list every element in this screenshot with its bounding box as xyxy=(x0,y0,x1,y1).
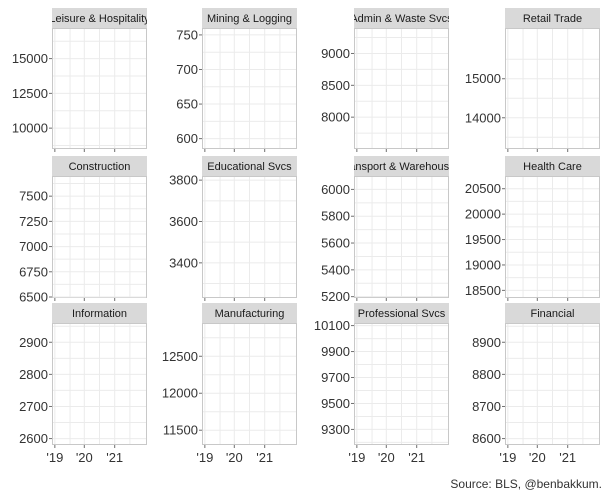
y-tick-label: 6500 xyxy=(19,289,48,304)
y-tick-label: 700 xyxy=(176,62,198,77)
facet-strip xyxy=(52,303,147,323)
x-tick-label: '21 xyxy=(408,450,425,465)
y-tick-label: 3400 xyxy=(169,255,198,270)
y-tick-label: 2700 xyxy=(19,399,48,414)
y-tick-label: 9700 xyxy=(321,370,350,385)
facet-strip xyxy=(505,8,600,28)
facet-strip xyxy=(202,156,297,176)
y-tick-label: 9900 xyxy=(321,344,350,359)
y-tick-label: 2800 xyxy=(19,367,48,382)
y-tick-label: 8000 xyxy=(321,110,350,125)
y-tick-label: 2600 xyxy=(19,431,48,446)
y-tick-label: 7500 xyxy=(19,189,48,204)
y-tick-label: 2900 xyxy=(19,335,48,350)
y-tick-label: 15000 xyxy=(12,51,48,66)
y-tick-label: 750 xyxy=(176,27,198,42)
facet-strip xyxy=(354,156,449,176)
panel: Educational Svcs 3400 3600 3800 xyxy=(169,156,297,301)
y-tick-label: 5600 xyxy=(321,236,350,251)
panel: Health Care 18500 19000 19500 20000 20500 xyxy=(465,156,600,301)
y-tick-label: 5400 xyxy=(321,262,350,277)
facet-strip xyxy=(354,8,449,28)
panel: Manufacturing 11500 12000 12500 '19 '20 '21 xyxy=(162,303,297,465)
y-tick-label: 20500 xyxy=(465,181,501,196)
y-tick-label: 19000 xyxy=(465,257,501,272)
facet-title: Professional Svcs xyxy=(358,308,446,320)
facet-title: Health Care xyxy=(523,161,582,173)
y-tick-label: 7250 xyxy=(19,214,48,229)
y-tick-label: 8800 xyxy=(472,367,501,382)
facet-strip xyxy=(52,156,147,176)
y-tick-label: 9000 xyxy=(321,46,350,61)
y-tick-label: 7000 xyxy=(19,239,48,254)
facet-strip xyxy=(52,8,147,28)
facet-title: Manufacturing xyxy=(215,308,285,320)
y-tick-label: 10000 xyxy=(12,121,48,136)
y-tick-label: 9500 xyxy=(321,396,350,411)
y-tick-label: 600 xyxy=(176,131,198,146)
y-tick-label: 3600 xyxy=(169,214,198,229)
y-tick-label: 5200 xyxy=(321,289,350,304)
x-tick-label: '21 xyxy=(106,450,123,465)
facet-strip xyxy=(354,303,449,323)
facet-title: Retail Trade xyxy=(523,13,582,25)
y-tick-label: 650 xyxy=(176,97,198,112)
facet-strip xyxy=(505,303,600,323)
panel: Mining & Logging 600 650 700 750 xyxy=(176,8,297,152)
facet-title: Transport & Warehousing xyxy=(339,161,464,173)
x-tick-label: '19 xyxy=(46,450,63,465)
facet-title: Admin & Waste Svcs xyxy=(350,13,453,25)
facet-strip xyxy=(505,156,600,176)
x-tick-label: '19 xyxy=(348,450,365,465)
panel-grid: Leisure & Hospitality 10000 12500 15000 Mini… xyxy=(12,8,600,465)
y-tick-label: 9300 xyxy=(321,422,350,437)
y-tick-label: 12500 xyxy=(12,86,48,101)
y-tick-label: 3800 xyxy=(169,173,198,188)
y-tick-label: 8500 xyxy=(321,78,350,93)
y-tick-label: 14000 xyxy=(465,110,501,125)
panel: Financial 8600 8700 8800 8900 '19 '20 '21 xyxy=(472,303,600,465)
facet-title: Educational Svcs xyxy=(207,161,292,173)
facet-strip xyxy=(202,8,297,28)
y-tick-label: 8600 xyxy=(472,431,501,446)
panel: Information 2600 2700 2800 2900 '19 '20 '21 xyxy=(19,303,147,465)
x-tick-label: '20 xyxy=(378,450,395,465)
y-tick-label: 6000 xyxy=(321,182,350,197)
panel: Professional Svcs 9300 9500 9700 9900 10100 '1… xyxy=(314,303,449,465)
x-tick-label: '21 xyxy=(256,450,273,465)
y-tick-label: 11500 xyxy=(163,423,198,438)
facet-title: Construction xyxy=(69,161,131,173)
facet-title: Mining & Logging xyxy=(207,13,292,25)
panel: Construction 6500 6750 7000 7250 7500 xyxy=(19,156,147,304)
y-tick-label: 19500 xyxy=(465,232,501,247)
facet-title: Information xyxy=(72,308,127,320)
panel: Admin & Waste Svcs 8000 8500 9000 xyxy=(321,8,453,152)
facet-title: Leisure & Hospitality xyxy=(49,13,150,25)
panel: Leisure & Hospitality 10000 12500 15000 xyxy=(12,8,150,152)
source-caption: Source: BLS, @benbakkum. xyxy=(450,477,602,491)
y-tick-label: 15000 xyxy=(465,71,501,86)
y-tick-label: 8900 xyxy=(472,335,501,350)
panel: Transport & Warehousing 5200 5400 5600 5800 6… xyxy=(321,156,464,304)
facet-strip xyxy=(202,303,297,323)
x-tick-label: '20 xyxy=(226,450,243,465)
x-tick-label: '20 xyxy=(76,450,93,465)
y-tick-label: 5800 xyxy=(321,209,350,224)
y-tick-label: 12500 xyxy=(162,349,198,364)
panel: Retail Trade 14000 15000 xyxy=(465,8,600,152)
y-tick-label: 10100 xyxy=(314,318,350,333)
y-tick-label: 12000 xyxy=(162,386,198,401)
x-tick-label: '19 xyxy=(196,450,213,465)
x-tick-label: '20 xyxy=(529,450,546,465)
x-tick-label: '21 xyxy=(559,450,576,465)
y-tick-label: 6750 xyxy=(19,264,48,279)
y-tick-label: 8700 xyxy=(472,399,501,414)
x-tick-label: '19 xyxy=(499,450,516,465)
y-tick-label: 20000 xyxy=(465,207,501,222)
facet-title: Financial xyxy=(530,308,574,320)
y-tick-label: 18500 xyxy=(465,283,501,298)
